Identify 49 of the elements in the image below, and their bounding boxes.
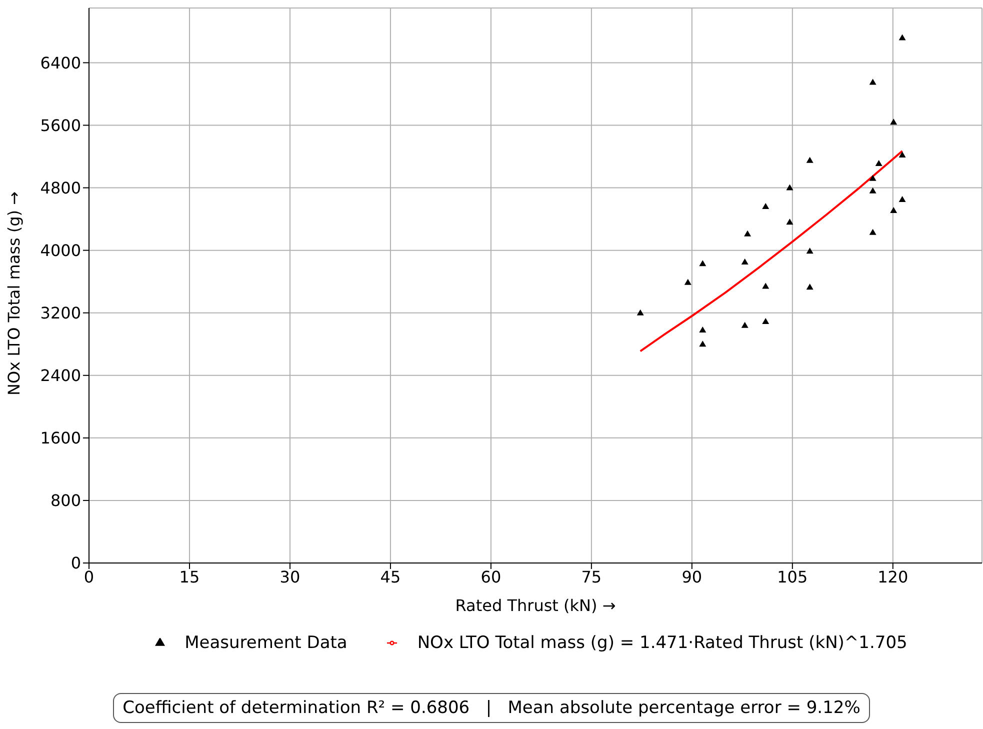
point xyxy=(875,160,882,166)
x-tick-label: 120 xyxy=(878,567,908,586)
point xyxy=(741,322,748,328)
x-tick-label: 90 xyxy=(682,567,702,586)
point xyxy=(786,218,794,225)
point xyxy=(762,282,770,289)
point xyxy=(684,278,692,285)
point xyxy=(762,203,770,210)
point xyxy=(890,118,898,125)
point xyxy=(806,284,814,290)
y-axis-title: NOx LTO Total mass (g) → xyxy=(4,191,24,396)
y-tick-label: 4000 xyxy=(40,241,81,260)
text: Coefficient of determination R² = 0.6806 | Mean absolute percentage error = 9.12% xyxy=(112,693,870,723)
y-tick-label: 0 xyxy=(70,554,81,573)
point xyxy=(898,196,906,202)
x-tick-label: 60 xyxy=(480,567,502,586)
y-tick-label: 3200 xyxy=(40,304,81,323)
point xyxy=(786,184,794,190)
point xyxy=(741,258,748,265)
x-tick-label: 105 xyxy=(777,567,808,586)
point xyxy=(890,206,898,213)
x-axis-title: Rated Thrust (kN) → xyxy=(455,596,616,615)
legend-label: NOx LTO Total mass (g) = 1.471·Rated Thrust (kN)^1.705 xyxy=(417,633,908,653)
y-tick-label: 5600 xyxy=(40,116,81,135)
point xyxy=(806,248,814,254)
y-tick-label: 4800 xyxy=(40,178,81,198)
y-tick-label: 800 xyxy=(50,491,81,510)
x-tick-label: 75 xyxy=(581,567,602,586)
x-tick-label: 30 xyxy=(280,567,300,586)
point xyxy=(806,156,814,163)
x-tick-label: 0 xyxy=(84,567,94,586)
y-tick-label: 2400 xyxy=(40,366,81,386)
legend-label: Measurement Data xyxy=(184,633,348,653)
point xyxy=(869,78,876,85)
point xyxy=(636,309,644,316)
x-tick-label: 45 xyxy=(380,567,401,586)
point xyxy=(699,340,706,347)
point xyxy=(869,174,876,181)
y-tick-label: 1600 xyxy=(40,428,81,448)
point xyxy=(869,187,876,194)
point xyxy=(869,228,876,235)
point xyxy=(762,318,770,324)
point xyxy=(744,230,752,236)
y-tick-label: 6400 xyxy=(40,53,81,72)
point xyxy=(898,151,906,158)
point xyxy=(699,326,706,333)
point xyxy=(699,260,706,266)
x-tick-label: 15 xyxy=(179,567,200,586)
point xyxy=(898,34,906,40)
